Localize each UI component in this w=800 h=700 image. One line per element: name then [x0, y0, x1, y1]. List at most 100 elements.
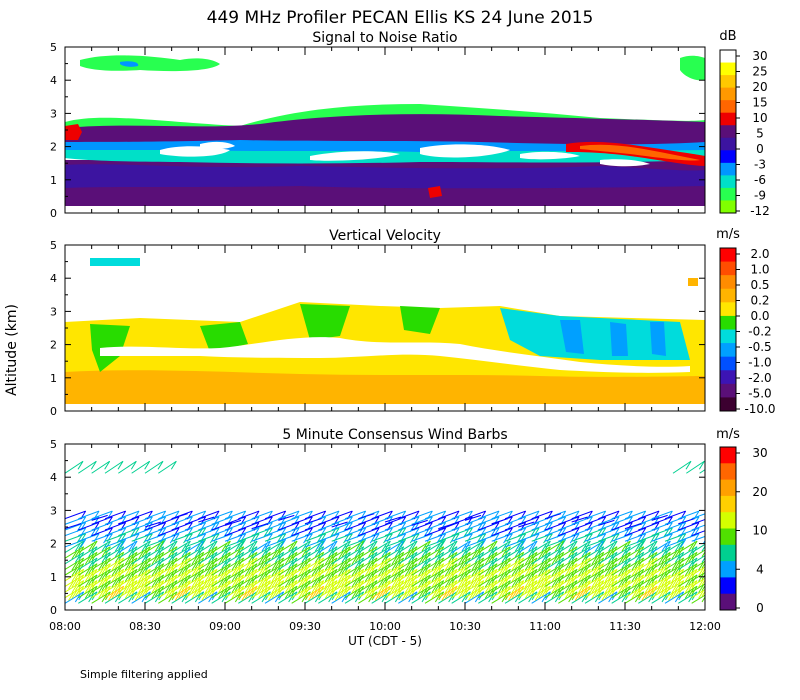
wind-barb-flag	[164, 573, 171, 582]
wind-barb-staff	[91, 546, 111, 559]
wind-barb-flag	[164, 584, 171, 594]
wind-barb-flag	[244, 567, 251, 577]
wind-barb-flag	[328, 565, 335, 574]
wind-barb-staff	[358, 557, 378, 570]
wind-barb-staff	[198, 546, 218, 559]
wind-barb-flag	[298, 578, 305, 588]
wind-barb-staff	[304, 546, 325, 559]
wind-barb-staff	[371, 557, 391, 570]
wind-barb-staff	[611, 516, 633, 525]
wind-barb-flag	[249, 534, 256, 544]
colorbar-swatch	[720, 512, 736, 529]
wind-barb-flag	[341, 576, 348, 586]
wind-barb-flag	[621, 571, 628, 580]
wind-barb-flag	[108, 592, 114, 601]
wind-barb-flag	[274, 565, 281, 574]
wind-barb-flag	[141, 588, 148, 597]
wind-barb-staff	[198, 540, 218, 553]
wind-barb-flag	[461, 571, 468, 580]
wind-barb-flag	[661, 559, 668, 569]
wind-barb-flag	[501, 542, 508, 552]
wind-barb-flag	[274, 593, 281, 603]
wind-barb-staff	[238, 557, 258, 570]
wind-barb-staff	[438, 574, 458, 587]
wind-barb-flag	[604, 567, 611, 577]
wind-barb-staff	[558, 580, 578, 593]
wind-barb-flag	[344, 540, 351, 550]
wind-barb-staff	[598, 563, 618, 576]
wind-barb-staff	[699, 469, 705, 474]
wind-barb-flag	[231, 561, 238, 571]
wind-barb-flag	[151, 584, 158, 594]
colorbar-swatch	[720, 175, 736, 189]
wind-barb-flag	[704, 571, 705, 572]
wind-barb-flag	[168, 582, 175, 591]
wind-barb-staff	[686, 460, 705, 474]
wind-barb-staff	[651, 574, 671, 587]
wind-barb-flag	[261, 548, 268, 558]
wind-barb-flag	[168, 554, 175, 563]
wind-barb-flag	[501, 571, 508, 580]
wind-barb-staff	[544, 580, 565, 593]
wind-barb-flag	[388, 586, 394, 596]
wind-barb-staff	[104, 460, 124, 474]
wind-barb-flag	[234, 565, 241, 574]
wind-barb-flag	[668, 592, 674, 601]
wind-barb-flag	[474, 571, 481, 580]
wind-barb-staff	[464, 585, 485, 599]
wind-barb-staff	[91, 563, 111, 576]
wind-barb-staff	[158, 460, 177, 474]
wind-barb-flag	[471, 584, 478, 594]
wind-barb-flag	[604, 561, 611, 571]
wind-barb-flag	[461, 542, 468, 552]
wind-barb-flag	[356, 529, 363, 538]
wind-barb-flag	[474, 588, 481, 597]
wind-barb-staff	[531, 574, 551, 587]
wind-barb-flag	[288, 571, 295, 580]
wind-barb-staff	[411, 563, 431, 576]
wind-barb-flag	[581, 576, 588, 586]
wind-barb-flag	[88, 548, 95, 558]
colorbar-label: -0.2	[748, 325, 771, 339]
wind-barb-flag	[234, 593, 241, 603]
wind-barb-staff	[504, 591, 525, 604]
x-tick-label: 08:00	[49, 620, 81, 633]
colorbar-swatch	[720, 463, 736, 481]
wind-barb-staff	[65, 563, 85, 576]
wind-barb-staff	[624, 568, 645, 582]
wind-barb-flag	[354, 588, 361, 597]
wind-barb-staff	[78, 551, 98, 565]
wind-barb-staff	[678, 510, 700, 520]
wind-barb-flag	[661, 571, 668, 580]
wind-barb-staff	[198, 551, 218, 565]
wind-barb-staff	[264, 510, 286, 520]
wind-barb-staff	[65, 557, 85, 570]
wind-barb-staff	[691, 588, 705, 599]
wind-barb-flag	[261, 559, 268, 569]
wind-barb-staff	[158, 510, 180, 520]
vv-colorbar-unit: m/s	[716, 227, 740, 242]
wind-barb-flag	[649, 534, 656, 544]
wind-barb-flag	[554, 576, 561, 586]
wind-barb-flag	[328, 554, 335, 563]
wind-barb-flag	[138, 584, 145, 594]
wind-barb-flag	[503, 534, 509, 544]
wind-barb-flag	[324, 556, 331, 565]
wind-barb-flag	[200, 539, 207, 548]
wind-barb-flag	[194, 559, 201, 569]
wind-barb-flag	[648, 559, 655, 569]
wind-barb-staff	[318, 527, 340, 537]
wind-barb-staff	[78, 540, 98, 553]
wind-barb-staff	[118, 518, 135, 525]
wind-barb-staff	[384, 551, 405, 565]
wind-barb-staff	[691, 530, 705, 537]
wind-barb-flag	[338, 590, 345, 599]
y-tick-label: 4	[50, 74, 57, 87]
wind-barb-staff	[278, 591, 298, 604]
wind-barb-flag	[274, 571, 281, 580]
wind-barb-staff	[624, 546, 645, 559]
wind-barb-flag	[328, 588, 335, 597]
colorbar-swatch	[720, 62, 736, 76]
wind-barb-flag	[418, 573, 425, 582]
wind-barb-flag	[461, 554, 468, 563]
